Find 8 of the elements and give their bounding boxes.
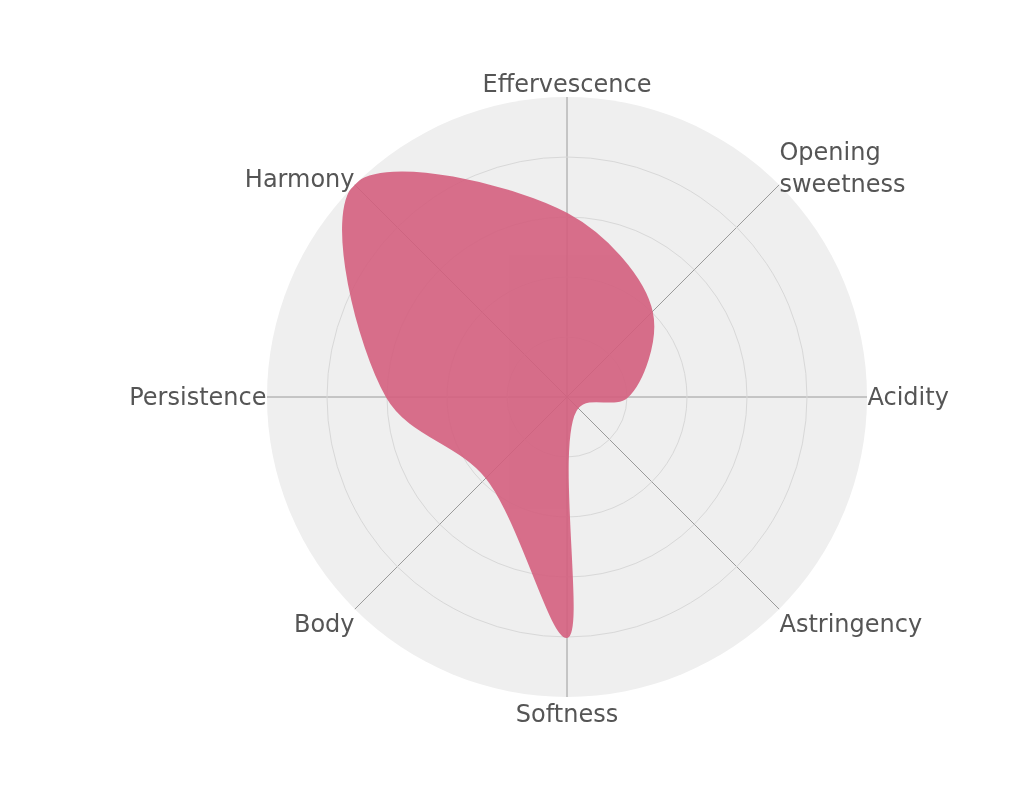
spoke-label: Opening sweetness <box>779 138 906 198</box>
spoke-label: Harmony <box>244 165 355 194</box>
spoke-label: Persistence <box>129 383 267 412</box>
spoke-label: Acidity <box>867 383 949 412</box>
spoke-label: Softness <box>515 699 619 728</box>
spoke-label: Astringency <box>779 610 923 639</box>
spoke-label: Body <box>293 610 355 639</box>
spoke-label: Effervescence <box>482 69 652 98</box>
